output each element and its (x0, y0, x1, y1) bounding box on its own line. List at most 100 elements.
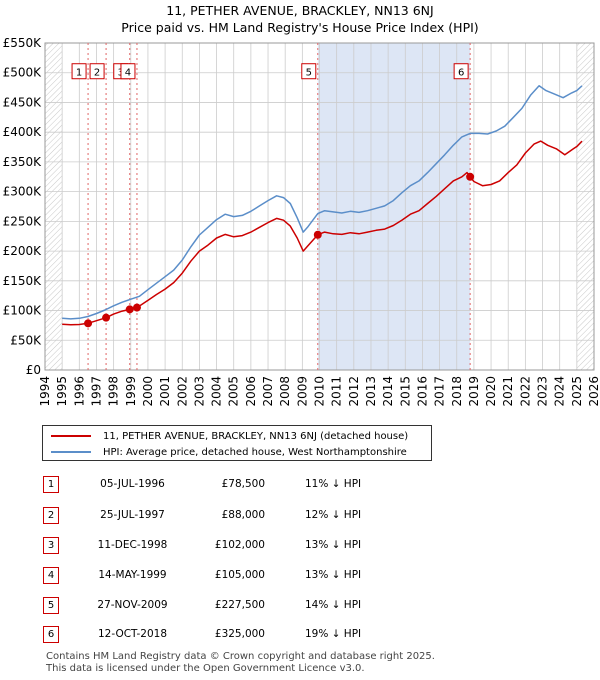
sale-date: 05-JUL-1996 (100, 478, 165, 490)
x-tick-label: 2026 (587, 376, 600, 407)
sale-point (102, 313, 111, 322)
footer-copyright: Contains HM Land Registry data © Crown c… (46, 651, 435, 662)
price-chart: 123456 £0£50K£100K£150K£200K£250K£300K£3… (3, 36, 600, 407)
sale-point (84, 319, 93, 328)
sale-hpi-diff: 14% ↓ HPI (305, 599, 362, 611)
y-tick-label: £400K (3, 125, 43, 139)
chart-title: 11, PETHER AVENUE, BRACKLEY, NN13 6NJ (166, 3, 434, 18)
y-tick-label: £350K (3, 155, 43, 169)
footer: Contains HM Land Registry data © Crown c… (46, 651, 435, 675)
x-tick-label: 2018 (450, 376, 464, 407)
x-tick-label: 1996 (72, 376, 86, 407)
sale-date: 12-OCT-2018 (98, 628, 167, 640)
sale-price: £227,500 (214, 599, 265, 611)
sale-row: 6 12-OCT-2018 £325,000 19% ↓ HPI (0, 623, 600, 645)
sale-price: £88,000 (221, 509, 265, 521)
shaded-region (317, 43, 471, 370)
x-tick-label: 2004 (210, 376, 224, 407)
sale-point (313, 230, 322, 239)
x-tick-label: 2003 (192, 376, 206, 407)
sale-row: 3 11-DEC-1998 £102,000 13% ↓ HPI (0, 534, 600, 556)
sale-number-badge: 1 (43, 476, 59, 493)
sale-point (132, 303, 141, 312)
y-tick-label: £300K (3, 185, 43, 199)
sale-number-badge: 6 (43, 626, 59, 643)
sale-row: 5 27-NOV-2009 £227,500 14% ↓ HPI (0, 594, 600, 616)
x-tick-label: 2002 (175, 376, 189, 407)
x-tick-label: 1998 (107, 376, 121, 407)
y-tick-label: £500K (3, 66, 43, 80)
hpi-line (62, 85, 583, 320)
legend-item-hpi: HPI: Average price, detached house, West… (51, 445, 407, 459)
sale-marker-box (120, 63, 136, 80)
legend-label-hpi: HPI: Average price, detached house, West… (103, 446, 407, 458)
legend-label-property: 11, PETHER AVENUE, BRACKLEY, NN13 6NJ (d… (103, 430, 409, 442)
sale-marker-label: 2 (94, 68, 100, 79)
x-tick-label: 1997 (89, 376, 103, 407)
sale-date: 27-NOV-2009 (97, 599, 168, 611)
x-tick-label: 2019 (467, 376, 481, 407)
sale-price: £78,500 (221, 478, 265, 490)
sale-marker-label: 6 (458, 68, 464, 79)
sale-price: £102,000 (214, 539, 265, 551)
y-tick-label: £450K (3, 95, 43, 109)
x-tick-label: 2001 (158, 376, 172, 407)
legend-swatch-hpi (51, 451, 91, 453)
x-tick-label: 1994 (38, 376, 52, 407)
x-tick-label: 2024 (553, 376, 567, 407)
sale-row: 1 05-JUL-1996 £78,500 11% ↓ HPI (0, 473, 600, 495)
x-tick-label: 1995 (55, 376, 69, 407)
x-tick-label: 2005 (227, 376, 241, 407)
chart-title-block: 11, PETHER AVENUE, BRACKLEY, NN13 6NJ Pr… (0, 2, 600, 36)
legend-item-property: 11, PETHER AVENUE, BRACKLEY, NN13 6NJ (d… (51, 429, 408, 443)
x-tick-label: 2017 (433, 376, 447, 407)
sale-price: £325,000 (214, 628, 265, 640)
footer-licence: This data is licensed under the Open Gov… (46, 663, 365, 674)
x-tick-label: 2020 (484, 376, 498, 407)
x-tick-label: 2011 (330, 376, 344, 407)
sale-marker-box (71, 63, 87, 80)
property-price-line (62, 140, 583, 326)
y-tick-label: £150K (3, 274, 43, 288)
x-tick-label: 1999 (124, 376, 138, 407)
sale-marker-box (89, 63, 105, 80)
x-tick-label: 2009 (295, 376, 309, 407)
sale-marker-box (453, 63, 469, 80)
sale-point (466, 172, 475, 181)
sale-number-badge: 5 (43, 597, 59, 614)
sale-number-badge: 3 (43, 537, 59, 554)
sale-date: 11-DEC-1998 (97, 539, 168, 551)
sale-date: 14-MAY-1999 (98, 569, 167, 581)
x-tick-label: 2015 (398, 376, 412, 407)
sale-marker-label: 5 (306, 68, 312, 79)
x-tick-label: 2012 (347, 376, 361, 407)
sale-marker-label: 4 (125, 68, 131, 79)
sale-hpi-diff: 12% ↓ HPI (305, 509, 362, 521)
legend-swatch-property (51, 435, 91, 437)
hatched-region (45, 43, 63, 370)
y-tick-label: £100K (3, 304, 43, 318)
sale-row: 4 14-MAY-1999 £105,000 13% ↓ HPI (0, 564, 600, 586)
sale-hpi-diff: 11% ↓ HPI (305, 478, 362, 490)
x-tick-label: 2007 (261, 376, 275, 407)
sale-hpi-diff: 13% ↓ HPI (305, 569, 362, 581)
sale-marker-box (301, 63, 317, 80)
x-tick-label: 2022 (518, 376, 532, 407)
y-tick-label: £50K (10, 333, 42, 347)
y-tick-label: £550K (3, 36, 43, 50)
x-tick-label: 2023 (536, 376, 550, 407)
sale-hpi-diff: 19% ↓ HPI (305, 628, 362, 640)
sale-marker-label: 1 (76, 68, 82, 79)
sale-number-badge: 2 (43, 507, 59, 524)
chart-subtitle: Price paid vs. HM Land Registry's House … (121, 20, 479, 35)
sale-hpi-diff: 13% ↓ HPI (305, 539, 362, 551)
sale-point (125, 305, 134, 314)
legend: 11, PETHER AVENUE, BRACKLEY, NN13 6NJ (d… (42, 425, 432, 461)
plot-frame (44, 42, 595, 371)
x-tick-label: 2008 (278, 376, 292, 407)
x-tick-label: 2025 (570, 376, 584, 407)
sale-row: 2 25-JUL-1997 £88,000 12% ↓ HPI (0, 504, 600, 526)
y-tick-label: £250K (3, 214, 43, 228)
x-tick-label: 2016 (415, 376, 429, 407)
x-tick-label: 2000 (141, 376, 155, 407)
